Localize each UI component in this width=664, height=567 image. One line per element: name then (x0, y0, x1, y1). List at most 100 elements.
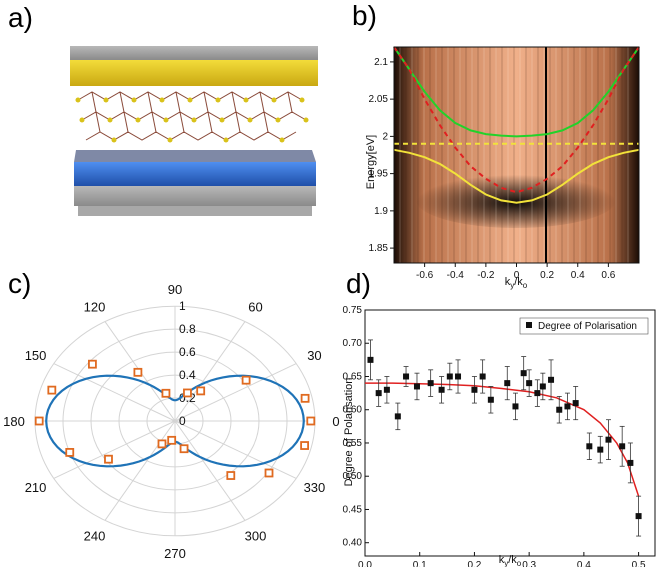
polar-r-label: 0.8 (179, 322, 196, 336)
d-data-point (455, 373, 462, 380)
d-data-point (367, 356, 374, 363)
b-ytick-label: 2 (382, 131, 388, 142)
polar-data-point (88, 359, 97, 369)
polar-data-point (104, 454, 113, 464)
d-ytick-label: 0.55 (343, 438, 363, 449)
polar-grid-spoke (104, 420, 176, 521)
top-mirror-grey-layer (70, 46, 318, 60)
bottom-dbr-blue-layer (74, 162, 316, 186)
d-xtick-label: 0.0 (358, 560, 372, 567)
panel-label-d: d) (346, 268, 371, 299)
d-data-point (635, 513, 642, 520)
polar-angle-label: 0 (332, 414, 339, 429)
polar-r-label: 0.6 (179, 345, 196, 359)
polar-r-label: 1 (179, 299, 186, 313)
polar-grid-spoke (53, 420, 176, 479)
colormap-dark-band (416, 172, 616, 228)
b-xtick-label: -0.6 (416, 270, 434, 281)
d-plot-frame (364, 309, 656, 557)
d-data-point (548, 376, 555, 383)
d-ytick-label: 0.75 (343, 305, 363, 316)
b-xtick-label: 0 (514, 270, 520, 281)
d-data-point (471, 386, 478, 393)
d-xtick-label: 0.5 (632, 560, 646, 567)
b-ytick-label: 2.1 (374, 57, 388, 68)
d-ylabel: Degree of Polarisation (343, 378, 355, 487)
device-schematic (70, 46, 318, 216)
b-xtick-label: -0.2 (477, 270, 495, 281)
polar-data-point (47, 385, 57, 395)
b-ytick-label: 1.9 (374, 206, 388, 217)
d-data-point (539, 383, 546, 390)
polar-data-point (167, 435, 177, 445)
panel-label-a: a) (8, 2, 33, 33)
polar-grid-spoke (174, 321, 246, 422)
d-data-point (403, 373, 410, 380)
b-ytick-label: 2.05 (369, 94, 389, 105)
bottom-dbr-grey-layer (74, 186, 316, 206)
polar-angle-label: 270 (164, 546, 186, 561)
d-data-point (394, 413, 401, 420)
b-xtick-label: 0.2 (540, 270, 554, 281)
polar-angle-label: 210 (25, 480, 47, 495)
b-series-green-solid (393, 46, 640, 138)
polar-r-label: 0.4 (179, 368, 196, 382)
polar-data-point (183, 388, 192, 398)
polar-angle-label: 90 (168, 282, 182, 297)
d-legend-box (519, 317, 649, 335)
dispersion-plot: -0.6 -0.4 -0.2 0 0.2 0.4 0.6 1.85 1.9 1.95 2 2.05 2.… (365, 46, 640, 290)
polar-data-point (306, 416, 316, 426)
polarisation-plot: Degree of Polarisation Degree of Polaris… (343, 305, 656, 567)
d-ytick-label: 0.40 (343, 538, 363, 549)
polar-angle-label: 30 (307, 348, 321, 363)
polar-data-point (161, 388, 171, 398)
d-ytick-label: 0.45 (343, 504, 363, 515)
polar-angle-label: 330 (304, 480, 326, 495)
b-xlabel: ky/ko (505, 276, 528, 290)
polar-grid-spoke (53, 363, 176, 422)
polar-r-label: 0 (179, 414, 186, 428)
polar-data-point (157, 439, 167, 449)
d-data-point (556, 406, 563, 413)
b-ylabel: Energy[eV] (365, 135, 377, 189)
polar-angle-label: 240 (84, 528, 106, 543)
polar-data-point (179, 444, 189, 454)
d-data-point (572, 400, 579, 407)
b-xtick-label: 0.4 (571, 270, 585, 281)
b-series-yellow-solid (393, 148, 640, 204)
panel-label-c: c) (8, 268, 32, 299)
polar-angle-label: 300 (245, 528, 267, 543)
d-data-point (504, 380, 511, 387)
d-data-point (526, 380, 533, 387)
polar-angle-label: 150 (25, 348, 47, 363)
d-data-point (479, 373, 486, 380)
polar-data-point (65, 448, 75, 457)
d-data-point (520, 370, 527, 377)
d-legend-marker (526, 322, 532, 328)
d-data-point (597, 446, 604, 453)
d-data-point (627, 459, 634, 466)
polar-data-point (133, 367, 143, 377)
top-mirror-gold-layer (70, 60, 318, 86)
d-ytick-label: 0.70 (343, 338, 363, 349)
polar-fit-curve (45, 374, 305, 468)
colormap-streaks (399, 47, 635, 263)
polar-grid-spoke (174, 420, 297, 479)
d-data-point (413, 383, 420, 390)
d-xtick-label: 0.1 (413, 560, 427, 567)
d-data-point (383, 386, 390, 393)
d-data-point (619, 443, 626, 450)
polar-data-point (300, 393, 310, 403)
d-data-point (427, 380, 434, 387)
polar-angle-label: 120 (84, 300, 106, 315)
d-data-point (438, 386, 445, 393)
b-xtick-label: 0.6 (601, 270, 615, 281)
d-data-point (605, 436, 612, 443)
d-ytick-label: 0.60 (343, 405, 363, 416)
reflectivity-colormap (394, 47, 639, 263)
d-xtick-label: 0.2 (467, 560, 481, 567)
polar-data-point (241, 375, 251, 385)
d-data-point (487, 396, 494, 403)
d-data-point (534, 390, 541, 397)
